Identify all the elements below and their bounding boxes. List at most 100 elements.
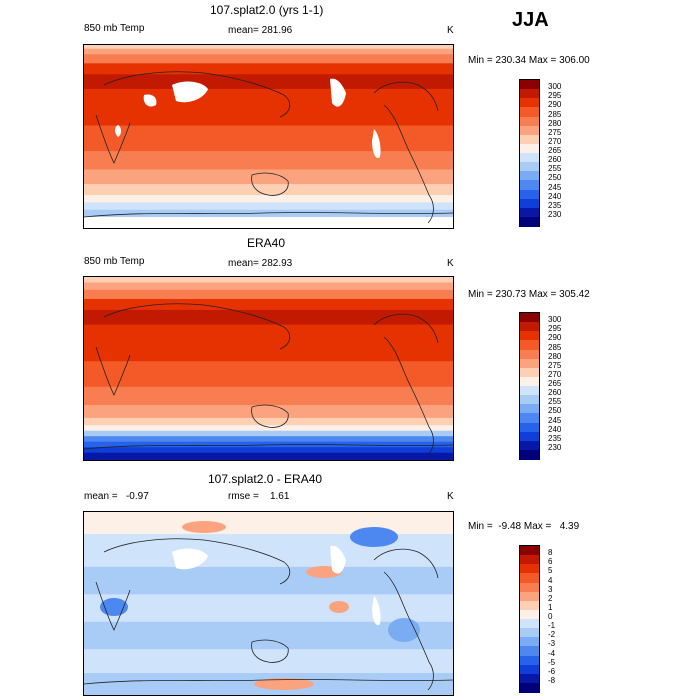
colorbar-swatch [520, 89, 539, 100]
colorbar-tick-label: 2 [548, 593, 553, 603]
colorbar-swatch [520, 322, 539, 333]
colorbar-tick-label: 250 [548, 173, 562, 183]
colorbar-tick-label: 285 [548, 109, 562, 119]
colorbar-swatch [520, 395, 539, 406]
colorbar-swatch [520, 386, 539, 396]
colorbar-swatch [520, 162, 539, 173]
colorbar-swatch [520, 376, 539, 387]
coastline-eurasia [95, 538, 291, 631]
map-contour-band [84, 425, 453, 432]
panel1-units: K [447, 25, 454, 36]
colorbar-swatch [520, 422, 539, 433]
colorbar-swatch [520, 358, 539, 369]
panel3-rmse: rmse = 1.61 [228, 491, 290, 502]
colorbar-tick-label: 295 [548, 324, 562, 334]
colorbar-swatch [520, 655, 539, 666]
colorbar-swatch [520, 367, 539, 378]
map-contour-band [84, 417, 453, 427]
panel2-title: ERA40 [247, 236, 286, 250]
colorbar-tick-label: 270 [548, 136, 562, 146]
map-contour-band [84, 282, 453, 291]
colorbar-swatch [520, 609, 539, 620]
map-contour-band [84, 386, 453, 407]
panel1-minmax: Min = 230.34 Max = 306.00 [468, 55, 590, 66]
colorbar-swatch [520, 582, 539, 593]
colorbar-swatch [520, 573, 539, 584]
panel1-map [83, 44, 454, 229]
colorbar-tick-label: 240 [548, 191, 562, 201]
missing-data-patches [115, 78, 381, 159]
map-contour-band [84, 452, 453, 460]
colorbar-tick-label: 6 [548, 557, 553, 567]
colorbar-tick-label: 295 [548, 91, 562, 101]
colorbar-tick-label: -1 [548, 621, 556, 631]
colorbar-tick-label: 290 [548, 100, 562, 110]
colorbar-tick-label: 255 [548, 164, 562, 174]
coastline-americas [373, 313, 439, 456]
colorbar-tick-label: 260 [548, 388, 562, 398]
colorbar-tick-label: 280 [548, 351, 562, 361]
colorbar-tick-label: -4 [548, 648, 556, 658]
season-label: JJA [512, 9, 549, 31]
coastline-antarctica [84, 444, 453, 450]
colorbar-swatch [520, 682, 539, 693]
colorbar-swatch [520, 673, 539, 684]
colorbar-tick-label: 255 [548, 397, 562, 407]
map-contour-band [84, 309, 453, 326]
map-contour-band [84, 594, 453, 623]
colorbar-swatch [520, 449, 539, 460]
colorbar-swatch [520, 591, 539, 602]
colorbar-tick-label: 235 [548, 200, 562, 210]
colorbar-swatch [520, 349, 539, 360]
colorbar-swatch [520, 107, 539, 118]
colorbar-swatch [520, 664, 539, 675]
colorbar-swatch [520, 555, 539, 566]
colorbar-swatch [520, 413, 539, 424]
colorbar-tick-label: -5 [548, 657, 556, 667]
colorbar-tick-label: 260 [548, 155, 562, 165]
panel1-colorbar [519, 79, 540, 227]
map-contour-band [84, 184, 453, 197]
missing-data-patches [172, 545, 381, 626]
colorbar-swatch [520, 628, 539, 639]
colorbar-tick-label: 270 [548, 369, 562, 379]
colorbar-tick-label: 240 [548, 424, 562, 434]
coastline-antarctica [84, 679, 453, 685]
colorbar-swatch [520, 125, 539, 136]
colorbar-tick-label: 265 [548, 146, 562, 155]
colorbar-tick-label: 290 [548, 333, 562, 343]
map-contour-band [84, 430, 453, 438]
colorbar-tick-label: 300 [548, 315, 562, 325]
colorbar-swatch [520, 600, 539, 611]
colorbar-tick-label: 1 [548, 602, 553, 612]
map-contour-band [84, 195, 453, 204]
colorbar-swatch [520, 98, 539, 109]
colorbar-tick-label: 300 [548, 82, 562, 92]
panel2-variable: 850 mb Temp [84, 256, 145, 267]
colorbar-swatch [520, 440, 539, 451]
colorbar-swatch [520, 180, 539, 191]
map-contour-band [84, 436, 453, 443]
colorbar-swatch [520, 198, 539, 209]
map-contour-band [84, 649, 453, 675]
map-contour-band [84, 447, 453, 454]
coastline-australia [251, 404, 289, 428]
colorbar-tick-label: 275 [548, 127, 562, 137]
panel2-map [83, 276, 454, 461]
colorbar-swatch [520, 404, 539, 415]
map-contour-band [84, 361, 453, 388]
colorbar-tick-label: 5 [548, 566, 553, 576]
map-contour-band [84, 169, 453, 186]
colorbar-swatch [520, 331, 539, 342]
map-contour-band [84, 45, 453, 50]
panel3-colorbar [519, 545, 540, 693]
colorbar-tick-label: -3 [548, 639, 556, 649]
map-contour-band [84, 125, 453, 153]
panel1-variable: 850 mb Temp [84, 23, 145, 34]
colorbar-swatch [520, 564, 539, 575]
colorbar-swatch [520, 340, 539, 351]
colorbar-tick-label: 0 [548, 612, 553, 621]
colorbar-swatch [520, 646, 539, 657]
colorbar-tick-label: 4 [548, 575, 553, 585]
colorbar-tick-label: 8 [548, 548, 553, 558]
